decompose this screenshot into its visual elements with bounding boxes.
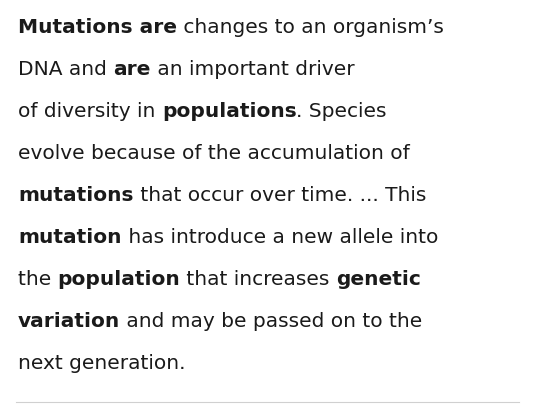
Text: next generation.: next generation. <box>18 354 186 373</box>
Text: and may be passed on to the: and may be passed on to the <box>120 312 423 331</box>
Text: the: the <box>18 270 58 289</box>
Text: mutation: mutation <box>18 228 121 247</box>
Text: that increases: that increases <box>180 270 336 289</box>
Text: has introduce a new allele into: has introduce a new allele into <box>121 228 438 247</box>
Text: genetic: genetic <box>336 270 421 289</box>
Text: DNA and: DNA and <box>18 60 113 79</box>
Text: mutations: mutations <box>18 186 134 205</box>
Text: that occur over time. ... This: that occur over time. ... This <box>134 186 426 205</box>
Text: are: are <box>113 60 151 79</box>
Text: variation: variation <box>18 312 120 331</box>
Text: an important driver: an important driver <box>151 60 354 79</box>
Text: of diversity in: of diversity in <box>18 102 162 121</box>
Text: populations: populations <box>162 102 296 121</box>
Text: . Species: . Species <box>296 102 387 121</box>
Text: changes to an organism’s: changes to an organism’s <box>177 18 444 37</box>
Text: Mutations are: Mutations are <box>18 18 177 37</box>
Text: evolve because of the accumulation of: evolve because of the accumulation of <box>18 144 410 163</box>
Text: population: population <box>58 270 180 289</box>
